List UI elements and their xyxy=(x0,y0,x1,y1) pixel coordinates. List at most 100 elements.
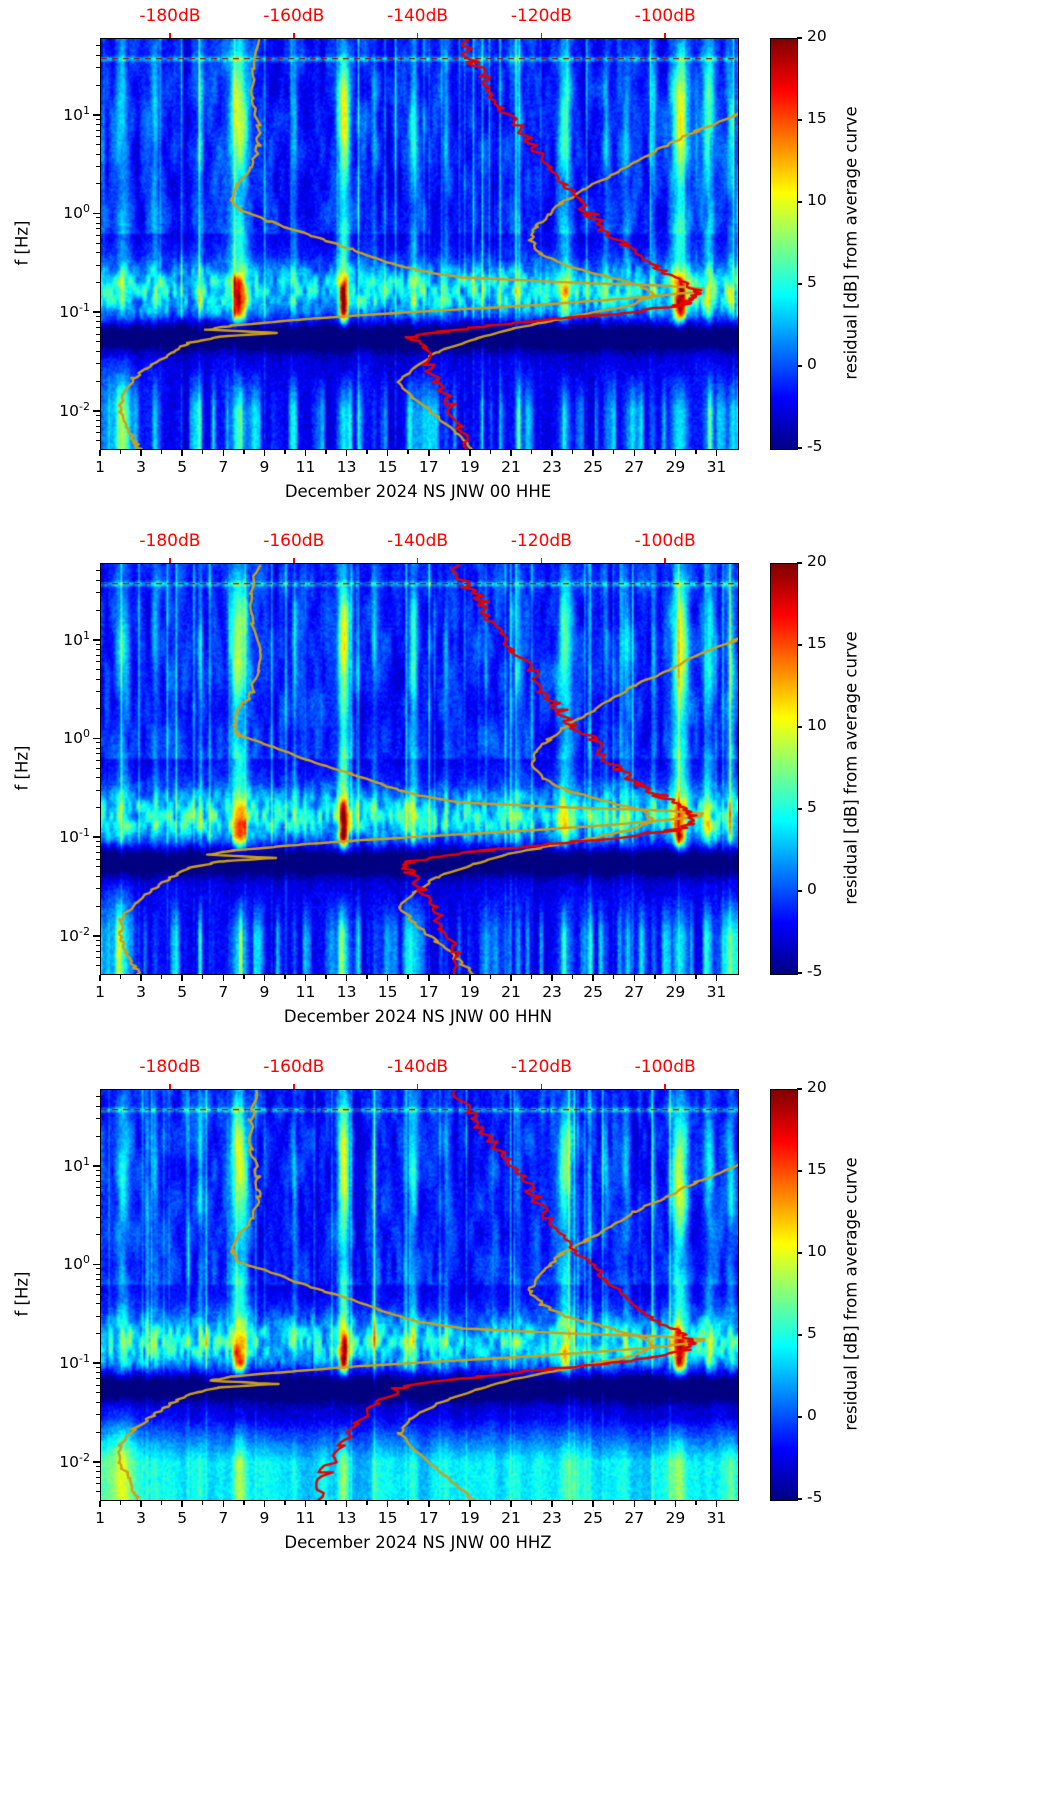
y-minor-tick-mark xyxy=(96,957,100,959)
y-tick-mark xyxy=(93,1461,100,1463)
spectrogram-heatmap xyxy=(100,563,739,975)
y-minor-tick-mark xyxy=(96,1465,100,1467)
colorbar-tick-mark xyxy=(797,1252,802,1254)
x-tick-label: 31 xyxy=(706,983,727,1001)
x-tick-label: 11 xyxy=(295,1509,316,1527)
colorbar-tick-mark xyxy=(797,644,802,646)
colorbar-tick-label: 0 xyxy=(807,880,817,898)
y-minor-tick-mark xyxy=(96,939,100,941)
colorbar-tick-mark xyxy=(797,283,802,285)
top-axis-tick-label: -180dB xyxy=(139,6,201,26)
x-minor-tick-mark xyxy=(571,975,574,979)
x-tick-mark xyxy=(551,975,553,981)
x-tick-label: 23 xyxy=(542,983,562,1001)
y-minor-tick-mark xyxy=(96,143,100,145)
x-tick-mark xyxy=(304,1501,307,1507)
x-tick-label: 17 xyxy=(418,458,439,476)
top-axis-tick-mark xyxy=(169,558,171,563)
colorbar-tick-label: 10 xyxy=(807,1242,827,1260)
y-tick-mark xyxy=(93,311,100,313)
top-axis-tick-mark xyxy=(416,33,419,38)
y-minor-tick-mark xyxy=(96,1483,100,1485)
colorbar-tick-label: 20 xyxy=(807,552,827,570)
y-minor-tick-mark xyxy=(96,654,100,656)
y-minor-tick-mark xyxy=(96,789,100,791)
panel-hhz: f [Hz] December 2024 NS JNW 00 HHZ resid… xyxy=(0,1051,1052,1576)
x-tick-label: 15 xyxy=(377,983,398,1001)
x-tick-label: 25 xyxy=(583,458,604,476)
y-minor-tick-mark xyxy=(96,678,100,680)
x-minor-tick-mark xyxy=(654,975,656,979)
x-minor-tick-mark xyxy=(612,975,615,979)
y-minor-tick-mark xyxy=(96,183,100,185)
x-tick-label: 29 xyxy=(665,458,686,476)
x-tick-label: 1 xyxy=(95,983,105,1001)
colorbar-tick-label: -5 xyxy=(807,962,823,980)
y-minor-tick-mark xyxy=(96,136,100,138)
x-tick-mark xyxy=(674,1501,677,1507)
x-tick-label: 1 xyxy=(95,458,105,476)
y-minor-tick-mark xyxy=(96,1279,100,1281)
x-minor-tick-mark xyxy=(407,450,409,454)
x-tick-mark xyxy=(428,450,430,456)
y-minor-tick-mark xyxy=(96,1315,100,1317)
colorbar-tick-mark xyxy=(797,447,802,449)
x-tick-label: 9 xyxy=(259,983,270,1001)
top-axis-tick-mark xyxy=(664,558,666,563)
y-minor-tick-mark xyxy=(96,1268,100,1270)
x-minor-tick-mark xyxy=(160,450,163,454)
x-tick-label: 17 xyxy=(418,983,439,1001)
x-tick-mark xyxy=(386,975,389,981)
colorbar xyxy=(770,563,798,975)
x-tick-mark xyxy=(181,1501,183,1507)
x-tick-mark xyxy=(633,975,635,981)
x-tick-label: 31 xyxy=(706,1509,727,1527)
y-tick-mark xyxy=(93,1165,100,1167)
x-tick-label: 19 xyxy=(459,983,480,1001)
y-minor-tick-mark xyxy=(96,45,100,47)
x-tick-mark xyxy=(140,975,142,981)
x-tick-label: 27 xyxy=(624,1509,645,1527)
x-tick-mark xyxy=(140,1501,142,1507)
x-tick-mark xyxy=(428,1501,430,1507)
x-tick-mark xyxy=(263,975,266,981)
x-minor-tick-mark xyxy=(530,975,533,979)
x-tick-mark xyxy=(510,450,512,456)
y-tick-label: 100 xyxy=(63,1253,90,1274)
colorbar-tick-mark xyxy=(797,201,802,203)
y-tick-mark xyxy=(93,114,100,116)
x-tick-mark xyxy=(181,975,183,981)
x-tick-mark xyxy=(551,1501,553,1507)
x-tick-mark xyxy=(99,450,101,456)
x-tick-label: 25 xyxy=(583,983,604,1001)
x-tick-label: 31 xyxy=(706,458,727,476)
x-tick-label: 7 xyxy=(218,458,229,476)
colorbar-tick-mark xyxy=(797,1498,802,1500)
x-axis-label: December 2024 NS JNW 00 HHN xyxy=(283,1007,553,1026)
y-minor-tick-mark xyxy=(96,851,100,853)
x-tick-label: 17 xyxy=(418,1509,439,1527)
x-minor-tick-mark xyxy=(119,450,122,454)
y-minor-tick-mark xyxy=(96,153,100,155)
colorbar-tick-mark xyxy=(797,1170,802,1172)
y-minor-tick-mark xyxy=(96,1204,100,1206)
y-minor-tick-mark xyxy=(96,759,100,761)
colorbar xyxy=(770,38,798,450)
y-minor-tick-mark xyxy=(96,242,100,244)
y-minor-tick-mark xyxy=(96,1392,100,1394)
x-tick-label: 19 xyxy=(459,1509,480,1527)
x-tick-mark xyxy=(304,975,307,981)
colorbar-tick-label: 20 xyxy=(807,1078,827,1096)
x-tick-mark xyxy=(469,975,471,981)
y-minor-tick-mark xyxy=(96,1401,100,1403)
spectrogram-heatmap xyxy=(100,38,739,450)
y-tick-label: 10-1 xyxy=(59,1352,90,1373)
top-axis-tick-label: -180dB xyxy=(139,1057,201,1077)
colorbar-tick-mark xyxy=(797,1334,802,1336)
top-axis-tick-label: -120dB xyxy=(510,1057,572,1077)
x-axis-label: December 2024 NS JNW 00 HHE xyxy=(284,482,552,501)
y-minor-tick-mark xyxy=(96,767,100,769)
colorbar-tick-label: 15 xyxy=(807,634,827,652)
y-axis-label: f [Hz] xyxy=(12,220,32,266)
